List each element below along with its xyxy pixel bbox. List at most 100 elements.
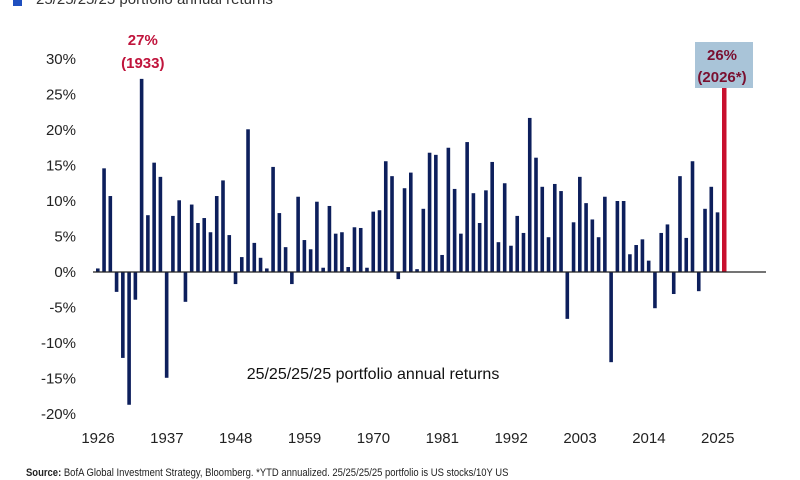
bar: [690, 161, 695, 272]
bar: [659, 232, 663, 272]
bar: [427, 152, 432, 272]
bar: [371, 211, 376, 272]
bar: [552, 183, 557, 272]
bar: [277, 213, 282, 272]
bar: [703, 208, 707, 272]
y-tick-label: -20%: [41, 406, 76, 423]
bar: [584, 203, 588, 272]
bar: [333, 233, 338, 272]
bar: [684, 237, 689, 272]
bar: [252, 242, 257, 272]
bar: [496, 242, 501, 272]
x-tick-label: 1959: [288, 430, 321, 447]
bar: [358, 227, 363, 272]
bar: [484, 190, 488, 272]
bar: [590, 219, 595, 272]
x-tick-label: 1937: [150, 430, 183, 447]
bar: [709, 186, 714, 272]
bar: [189, 204, 194, 272]
bar: [678, 176, 682, 272]
bar: [440, 254, 444, 272]
bar: [396, 272, 401, 280]
bar: [214, 196, 219, 272]
bar: [596, 237, 601, 272]
bar: [133, 272, 138, 300]
bar: [515, 215, 520, 272]
bar: [202, 218, 207, 272]
bar: [490, 161, 494, 272]
bar: [102, 168, 106, 272]
bar: [471, 193, 476, 272]
bar: [114, 272, 119, 292]
bar: [233, 272, 238, 285]
bar: [578, 176, 582, 272]
bar: [421, 208, 426, 272]
bar: [534, 157, 538, 272]
annotation-year: (1933): [121, 55, 164, 72]
y-tick-label: -10%: [41, 335, 76, 352]
bar: [621, 201, 626, 272]
inner-chart-label: 25/25/25/25 portfolio annual returns: [247, 366, 500, 383]
source-text: BofA Global Investment Strategy, Bloombe…: [63, 467, 509, 479]
bar: [271, 166, 275, 272]
annotation-background: [695, 42, 753, 88]
bar: [139, 78, 144, 272]
bar: [196, 223, 200, 272]
chart-header-title: 25/25/25/25 portfolio annual returns: [36, 0, 273, 8]
bar: [402, 188, 407, 272]
bar: [221, 180, 225, 272]
bar: [615, 201, 620, 272]
bar: [559, 191, 563, 272]
y-tick-label: 30%: [46, 51, 76, 68]
bar: [565, 272, 570, 319]
bar: [465, 142, 469, 272]
bar: [546, 237, 551, 272]
bar: [365, 267, 369, 272]
bar: [540, 186, 545, 272]
bar: [146, 215, 150, 272]
bar: [171, 215, 175, 272]
x-tick-label: 1981: [426, 430, 459, 447]
y-tick-label: 25%: [46, 87, 76, 104]
bar: [346, 267, 350, 272]
bar: [290, 272, 294, 285]
source-footnote: Source: BofA Global Investment Strategy,…: [26, 467, 508, 479]
bar: [315, 201, 319, 272]
bar: [446, 147, 451, 272]
bar: [296, 196, 300, 272]
bar: [409, 172, 413, 272]
y-tick-label: 20%: [46, 122, 76, 139]
bar: [127, 272, 131, 405]
x-tick-label: 2025: [701, 430, 734, 447]
annotation-value: 27%: [128, 32, 158, 49]
bar: [696, 272, 701, 292]
y-tick-label: 0%: [54, 264, 76, 281]
bar: [477, 223, 482, 272]
bar: [308, 249, 313, 272]
bar: [609, 272, 613, 363]
annotation-value: 26%: [707, 47, 737, 64]
bar: [152, 162, 156, 272]
bar: [646, 260, 651, 272]
bar: [715, 212, 720, 272]
bar: [158, 176, 163, 272]
bar: [628, 254, 632, 272]
bar: [634, 245, 638, 272]
bar: [177, 200, 181, 272]
bar: [96, 268, 100, 272]
bar: [164, 272, 169, 378]
x-tick-label: 1948: [219, 430, 252, 447]
annotation-year: (2026*): [697, 69, 746, 86]
bar: [183, 272, 188, 302]
bar: [603, 196, 607, 272]
bar: [258, 257, 263, 272]
bar: [671, 272, 676, 295]
bar: [108, 196, 113, 272]
highlight-bar: [722, 87, 727, 273]
source-label: Source:: [26, 467, 62, 479]
x-tick-label: 1992: [494, 430, 527, 447]
bar: [121, 272, 125, 358]
bar: [521, 232, 526, 272]
bar: [502, 183, 507, 272]
